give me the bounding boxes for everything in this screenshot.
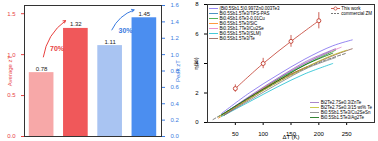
svg-text:50: 50 [232, 131, 239, 137]
svg-text:0.2: 0.2 [171, 117, 180, 123]
html-text:Bi0.5Sb1.5Te3/Te: Bi0.5Sb1.5Te3/Te [219, 36, 255, 41]
svg-text:0.0: 0.0 [171, 133, 180, 139]
html-text:commercial ZM: commercial ZM [341, 11, 372, 16]
html-text:Bi0.5Sb1.5Te3(SLM): Bi0.5Sb1.5Te3(SLM) [219, 31, 261, 36]
svg-text:ΔT (K): ΔT (K) [282, 134, 299, 140]
html-text:Bi0.5Sb1.5Te3/Cu2SeSn: Bi0.5Sb1.5Te3/Cu2SeSn [320, 110, 371, 115]
svg-text:Peak zT: Peak zT [175, 60, 181, 82]
svg-text:70%: 70% [50, 45, 65, 52]
svg-text:8: 8 [195, 1, 199, 7]
svg-text:1.45: 1.45 [139, 11, 151, 17]
svg-text:6: 6 [195, 31, 199, 37]
svg-text:250: 250 [342, 131, 353, 137]
svg-text:Average zT: Average zT [7, 55, 13, 86]
svg-text:100: 100 [258, 131, 269, 137]
svg-text:0.6: 0.6 [171, 84, 180, 90]
svg-text:1.0: 1.0 [7, 51, 16, 58]
svg-text:30%: 30% [119, 27, 134, 34]
html-text:(Bi0.5Sb1.5)0.997Zn0.003Te3: (Bi0.5Sb1.5)0.997Zn0.003Te3 [219, 6, 280, 11]
svg-text:η(%): η(%) [193, 57, 199, 70]
svg-text:1.4: 1.4 [171, 19, 180, 25]
svg-text:2: 2 [195, 90, 199, 96]
html-text:Bi0.3Sb1.7Te3/Cu2Se: Bi0.3Sb1.7Te3/Cu2Se [219, 26, 264, 31]
html-text:This work: This work [341, 6, 361, 11]
svg-text:1.6: 1.6 [171, 2, 180, 8]
svg-text:0.5: 0.5 [7, 92, 16, 98]
svg-text:1.32: 1.32 [70, 21, 82, 27]
svg-text:0.0: 0.0 [7, 133, 16, 139]
svg-text:1.2: 1.2 [171, 35, 180, 41]
svg-text:200: 200 [314, 131, 325, 137]
svg-text:1.11: 1.11 [105, 39, 117, 45]
html-text:Bi0.5Sb1.5Te3/Ag2Te: Bi0.5Sb1.5Te3/Ag2Te [320, 115, 365, 120]
svg-text:0: 0 [195, 119, 199, 125]
svg-text:0.4: 0.4 [171, 101, 180, 107]
html-text:Bi2Te2.7Se0.3/15 wt% Te: Bi2Te2.7Se0.3/15 wt% Te [320, 105, 372, 110]
html-text:Bi2Te2.7Se0.3/ZnTe: Bi2Te2.7Se0.3/ZnTe [320, 100, 362, 105]
html-text:Bi0.5Sb1.5Te3/SiC: Bi0.5Sb1.5Te3/SiC [219, 21, 258, 26]
svg-text:0.78: 0.78 [36, 66, 48, 72]
html-text:Bi0.5Sb1.5Te3/TiFS-PAS: Bi0.5Sb1.5Te3/TiFS-PAS [219, 11, 270, 16]
html-text:Bi0.4Sb1.6Te3-0.01Cu: Bi0.4Sb1.6Te3-0.01Cu [219, 16, 265, 21]
svg-text:1.0: 1.0 [171, 52, 180, 58]
svg-text:1.5: 1.5 [7, 11, 16, 17]
